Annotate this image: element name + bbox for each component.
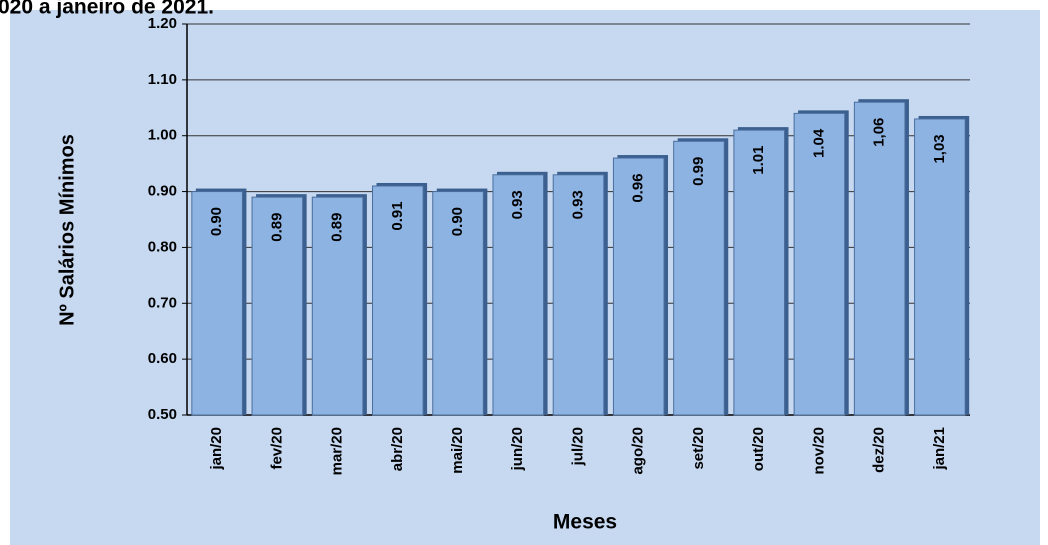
x-tick-label: dez/20 — [871, 427, 888, 473]
x-axis-title: Meses — [553, 511, 617, 534]
bar — [372, 185, 424, 416]
x-tick-label: jul/20 — [569, 427, 586, 466]
x-tick-label: mai/20 — [449, 427, 466, 474]
bar — [552, 174, 605, 416]
x-tick-label: mar/20 — [329, 427, 346, 475]
x-tick-label: jan/20 — [208, 427, 225, 471]
bar — [793, 112, 846, 416]
value-label: 0.91 — [389, 201, 406, 230]
bar — [853, 101, 906, 416]
value-label: 0.99 — [690, 157, 707, 186]
x-tick-label: set/20 — [690, 427, 707, 470]
value-label: 1,06 — [871, 118, 888, 147]
bar — [673, 140, 725, 416]
x-tick-label: jun/20 — [509, 427, 526, 471]
bar — [191, 191, 243, 416]
y-tick-label: 1.10 — [148, 71, 177, 88]
bar — [432, 191, 484, 416]
value-label: 0.89 — [329, 213, 346, 242]
bar — [311, 196, 364, 416]
bar — [914, 118, 966, 416]
value-label: 0.90 — [449, 207, 466, 236]
x-tick-label: ago/20 — [630, 427, 647, 475]
value-label: 0.93 — [509, 190, 526, 219]
value-label: 0.96 — [630, 173, 647, 202]
value-label: 1.01 — [750, 146, 767, 175]
y-tick-label: 0.90 — [148, 183, 177, 200]
value-label: 1.04 — [810, 128, 827, 158]
y-tick-label: 1.20 — [148, 15, 177, 32]
chart-title: 020 a janeiro de 2021. — [0, 0, 214, 19]
value-label: 0.90 — [208, 207, 225, 236]
x-tick-label: abr/20 — [389, 427, 406, 471]
x-tick-label: nov/20 — [810, 427, 827, 475]
y-tick-label: 0.70 — [148, 294, 177, 311]
bar — [612, 157, 665, 416]
y-axis-title: Nº Salários Mínimos — [56, 134, 78, 326]
y-tick-label: 0.50 — [148, 406, 177, 423]
x-tick-label: out/20 — [750, 427, 767, 471]
y-tick-label: 0.60 — [148, 350, 177, 367]
y-tick-label: 0.80 — [148, 238, 177, 255]
x-tick-label: fev/20 — [268, 427, 285, 470]
value-label: 1,03 — [931, 134, 948, 163]
value-label: 0.93 — [569, 190, 586, 219]
bar — [733, 129, 785, 416]
x-tick-label: jan/21 — [931, 427, 948, 471]
value-label: 0.89 — [268, 213, 285, 242]
y-tick-label: 1.00 — [148, 127, 177, 144]
bar — [492, 174, 545, 416]
bar — [251, 196, 304, 416]
